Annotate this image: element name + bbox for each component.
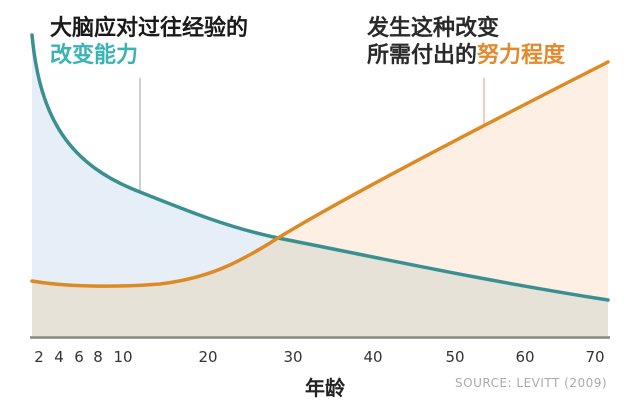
x-tick-20: 20 <box>198 348 218 366</box>
orange-area-fill <box>32 62 608 337</box>
x-tick-40: 40 <box>363 348 383 366</box>
teal-curve <box>30 33 610 302</box>
left-title-highlight: 改变能力 <box>50 43 139 68</box>
right-title-prefix: 所需付出的 <box>367 43 478 68</box>
x-tick-30: 30 <box>283 348 303 366</box>
x-tick-2: 2 <box>34 348 44 366</box>
teal-area-fill <box>32 35 608 337</box>
right-title: 发生这种改变 所需付出的努力程度 <box>367 15 565 69</box>
source-credit: SOURCE: LEVITT (2009) <box>455 376 608 390</box>
right-title-highlight: 努力程度 <box>477 43 566 68</box>
x-tick-60: 60 <box>515 348 535 366</box>
right-title-line2: 所需付出的努力程度 <box>367 42 565 69</box>
x-tick-8: 8 <box>93 348 103 366</box>
right-title-line1: 发生这种改变 <box>367 16 500 41</box>
orange-curve <box>30 60 610 288</box>
x-tick-6: 6 <box>74 348 84 366</box>
overlap-area-fill <box>32 238 608 337</box>
x-tick-4: 4 <box>54 348 64 366</box>
left-title-line1: 大脑应对过往经验的 <box>50 16 249 41</box>
x-tick-10: 10 <box>113 348 133 366</box>
left-title: 大脑应对过往经验的 改变能力 <box>50 15 248 69</box>
x-axis-label: 年龄 <box>305 376 345 400</box>
x-tick-50: 50 <box>445 348 465 366</box>
x-tick-70: 70 <box>585 348 605 366</box>
